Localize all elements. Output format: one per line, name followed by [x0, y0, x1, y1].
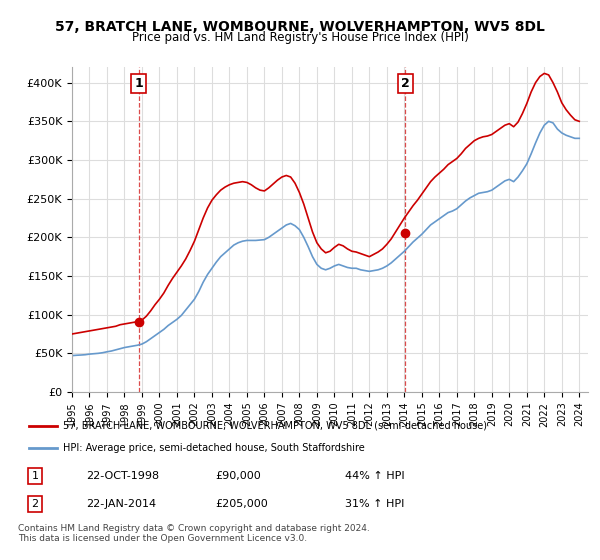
Text: 22-OCT-1998: 22-OCT-1998 — [86, 471, 159, 481]
Text: 2: 2 — [31, 499, 38, 509]
Text: 1: 1 — [134, 77, 143, 90]
Text: HPI: Average price, semi-detached house, South Staffordshire: HPI: Average price, semi-detached house,… — [63, 443, 365, 453]
Text: Contains HM Land Registry data © Crown copyright and database right 2024.
This d: Contains HM Land Registry data © Crown c… — [18, 524, 370, 543]
Text: £90,000: £90,000 — [215, 471, 261, 481]
Text: £205,000: £205,000 — [215, 499, 268, 509]
Text: 1: 1 — [31, 471, 38, 481]
Text: 57, BRATCH LANE, WOMBOURNE, WOLVERHAMPTON, WV5 8DL: 57, BRATCH LANE, WOMBOURNE, WOLVERHAMPTO… — [55, 20, 545, 34]
Text: 31% ↑ HPI: 31% ↑ HPI — [345, 499, 404, 509]
Text: 44% ↑ HPI: 44% ↑ HPI — [345, 471, 405, 481]
Text: 2: 2 — [401, 77, 410, 90]
Text: Price paid vs. HM Land Registry's House Price Index (HPI): Price paid vs. HM Land Registry's House … — [131, 31, 469, 44]
Text: 22-JAN-2014: 22-JAN-2014 — [86, 499, 156, 509]
Text: 57, BRATCH LANE, WOMBOURNE, WOLVERHAMPTON, WV5 8DL (semi-detached house): 57, BRATCH LANE, WOMBOURNE, WOLVERHAMPTO… — [63, 421, 487, 431]
